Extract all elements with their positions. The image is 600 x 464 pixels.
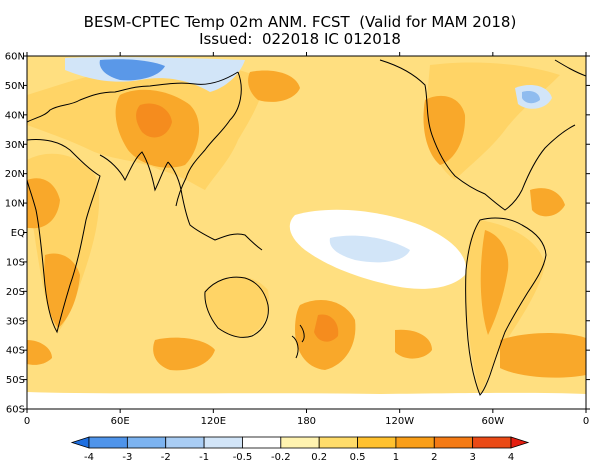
colorbar-segment <box>318 436 358 449</box>
colorbar-segment <box>242 436 282 449</box>
warm-region <box>27 340 52 365</box>
hot-region <box>314 314 339 342</box>
colorbar-label: 4 <box>508 452 514 463</box>
latitude-labels: 60N 50N 40N 30N 20N 10N EQ 10S 20S 30S 40S 50S 60S <box>5 52 25 416</box>
colorbar-label: -4 <box>84 452 94 463</box>
colorbar-segment <box>357 436 397 449</box>
lat-label: 40N <box>5 110 25 121</box>
land-region <box>205 276 269 338</box>
lon-label: 120W <box>385 416 414 427</box>
colorbar-segment <box>433 436 474 449</box>
warm-region <box>395 329 432 359</box>
lat-label: 30N <box>5 140 25 151</box>
warm-region <box>480 230 509 335</box>
lat-label: 50N <box>5 81 25 92</box>
hot-region <box>136 103 172 138</box>
warm-region <box>248 70 300 102</box>
colorbar-segment <box>126 436 167 449</box>
warm-region <box>423 95 466 165</box>
coastline-europe-asia <box>27 71 242 207</box>
lon-label: 60E <box>111 416 130 427</box>
coastline-australia <box>204 276 269 338</box>
lon-label: 120E <box>201 416 226 427</box>
coastline-new-zealand <box>291 324 305 359</box>
anomaly-field <box>27 56 586 409</box>
coastline-africa <box>27 139 101 334</box>
coastline-arabia-india <box>99 151 169 192</box>
coastline-greenland <box>554 59 586 77</box>
warm-region <box>27 178 60 229</box>
colorbar-label: -1 <box>199 452 209 463</box>
cold-region <box>522 90 540 104</box>
lat-label: 40S <box>6 346 25 357</box>
lon-label: 180 <box>297 416 316 427</box>
lat-label: EQ <box>11 228 25 239</box>
colorbar-label: -0.5 <box>233 452 253 463</box>
lat-label: 10N <box>5 199 25 210</box>
colorbar-label: -0.2 <box>271 452 291 463</box>
lat-label: 20N <box>5 169 25 180</box>
colorbar-segment <box>70 436 90 449</box>
coastline-south-america <box>465 217 547 396</box>
colorbar-segment <box>203 436 243 449</box>
lat-label: 60S <box>6 405 25 416</box>
axis-ticks <box>23 52 590 413</box>
colorbar-segment <box>472 436 512 449</box>
warm-region <box>153 337 215 371</box>
lon-label: 0 <box>24 416 30 427</box>
colorbar-label: 1 <box>393 452 399 463</box>
colorbar-label: 2 <box>431 452 437 463</box>
colorbar-label: 3 <box>469 452 475 463</box>
cold-region <box>99 59 165 81</box>
colorbar-label: 0.5 <box>350 452 366 463</box>
lon-label: 0 <box>583 416 589 427</box>
lon-label: 60W <box>482 416 505 427</box>
cool-region <box>329 235 410 263</box>
coastlines <box>27 59 586 396</box>
lat-label: 50S <box>6 375 25 386</box>
coastline-north-america <box>379 59 576 211</box>
cold-anomaly-areas <box>99 59 540 104</box>
lat-label: 20S <box>6 287 25 298</box>
neutral-region <box>27 392 586 409</box>
colorbar-segment <box>280 436 320 449</box>
strong-warm-anomaly-areas <box>136 103 339 342</box>
coastline-southeast-asia <box>167 161 263 251</box>
lat-label: 30S <box>6 316 25 327</box>
warm-region <box>44 253 80 328</box>
chart-title-line2: Issued: 022018 IC 012018 <box>199 30 401 48</box>
warm-anomaly-areas <box>27 70 586 378</box>
lat-label: 10S <box>6 257 25 268</box>
colorbar: -4 -3 -2 -1 -0.5 -0.2 0.2 0.5 1 2 3 4 <box>70 436 530 463</box>
colorbar-segment <box>510 436 530 449</box>
warm-region <box>500 333 586 378</box>
colorbar-segment <box>395 436 435 449</box>
warm-region <box>530 188 565 217</box>
longitude-labels: 0 60E 120E 180 120W 60W 0 <box>24 416 589 427</box>
colorbar-label: -3 <box>122 452 132 463</box>
colorbar-label: -2 <box>161 452 171 463</box>
lat-label: 60N <box>5 52 25 63</box>
colorbar-segment <box>88 436 128 449</box>
chart-title-line1: BESM-CPTEC Temp 02m ANM. FCST (Valid for… <box>83 13 517 31</box>
colorbar-segment <box>165 436 205 449</box>
colorbar-label: 0.2 <box>311 452 327 463</box>
